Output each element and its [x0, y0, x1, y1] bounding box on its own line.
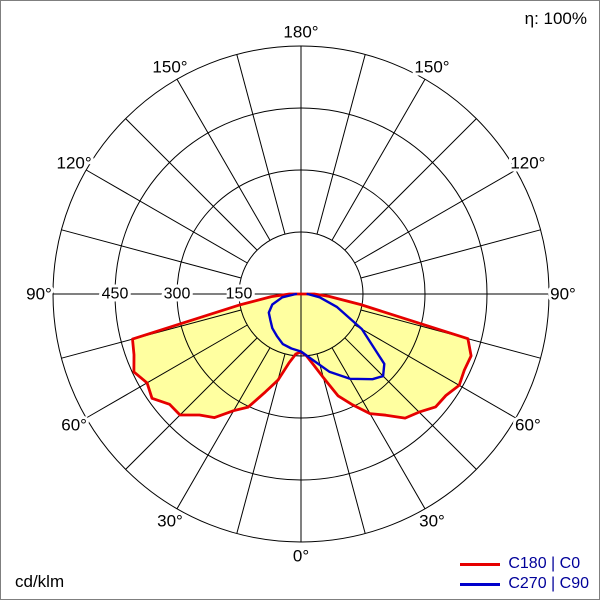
radial-tick-label: 450 [102, 286, 129, 303]
legend-item-c180-c0: C180 | C0 [460, 554, 589, 574]
grid-ray [354, 324, 517, 419]
unit-label: cd/klm [15, 572, 65, 591]
distribution-fill [132, 294, 472, 419]
angle-label: 90° [26, 285, 52, 304]
grid-ray [354, 169, 517, 264]
grid-ray [125, 337, 258, 470]
grid-ray [61, 229, 242, 279]
angle-label: 30° [419, 511, 445, 530]
grid-ray [236, 353, 286, 534]
legend: C180 | C0 C270 | C90 [460, 554, 589, 594]
grid-ray [316, 353, 366, 534]
angle-label: 60° [515, 416, 541, 435]
radial-tick-label: 300 [164, 286, 191, 303]
angle-label: 120° [57, 154, 92, 173]
grid-ray [316, 54, 366, 235]
grid-ray [176, 347, 271, 510]
grid-ray [331, 78, 426, 241]
grid-ray [85, 169, 248, 264]
grid-ray [85, 324, 248, 419]
curve-c270-c90 [267, 292, 386, 381]
grid-ray [236, 54, 286, 235]
legend-line-red-icon [460, 562, 501, 566]
angle-label: 90° [550, 285, 576, 304]
grid-ray [360, 229, 541, 279]
legend-label-c180-c0: C180 | C0 [508, 555, 581, 572]
light-output-ratio-label: η: 100% [524, 9, 587, 28]
grid-ray [344, 337, 477, 470]
grid-ray [331, 347, 426, 510]
legend-line-blue-icon [460, 582, 501, 586]
grid-ray [176, 78, 271, 241]
grid-ray [344, 118, 477, 251]
angle-label: 120° [510, 154, 545, 173]
radial-tick-label: 150 [226, 286, 253, 303]
angle-label: 0° [293, 547, 309, 566]
angle-label: 60° [61, 416, 87, 435]
legend-item-c270-c90: C270 | C90 [460, 574, 589, 594]
angle-label: 30° [157, 511, 183, 530]
grid-ray [125, 118, 258, 251]
angle-label: 180° [283, 23, 318, 42]
legend-label-c270-c90: C270 | C90 [508, 575, 589, 592]
angle-label: 150° [414, 58, 449, 77]
angle-label: 150° [152, 58, 187, 77]
